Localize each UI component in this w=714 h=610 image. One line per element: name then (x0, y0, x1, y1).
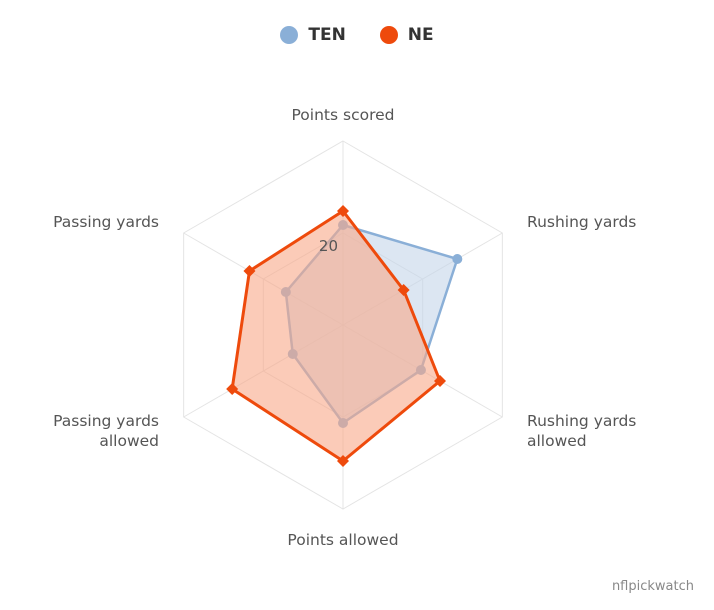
legend-label-ne: NE (407, 25, 434, 45)
point-ne-3 (433, 375, 446, 387)
axis-label-6: Passing yards (53, 213, 159, 231)
axis-label-1: Points scored (292, 106, 395, 124)
point-ne-1 (337, 205, 349, 217)
point-ne-4 (337, 455, 349, 467)
point-ne-2 (397, 284, 410, 296)
chart-credit[interactable]: nflpickwatch (611, 579, 694, 594)
point-ten-2 (452, 254, 463, 264)
point-ne-5 (226, 383, 239, 395)
legend-marker-ten (280, 26, 299, 44)
tick-label-1: 20 (319, 237, 338, 255)
axis-label-5: Passing yards allowed (53, 412, 159, 450)
legend-label-ten: TEN (308, 25, 346, 45)
legend: TEN NE (0, 20, 714, 50)
legend-marker-ne (379, 26, 398, 44)
axis-label-2: Rushing yards (527, 213, 636, 231)
axis-label-3: Rushing yards allowed (527, 412, 636, 450)
axis-label-4: Points allowed (287, 531, 398, 549)
legend-item-ten[interactable]: TEN (280, 20, 346, 50)
point-ne-6 (243, 265, 256, 277)
legend-item-ne[interactable]: NE (379, 20, 434, 50)
